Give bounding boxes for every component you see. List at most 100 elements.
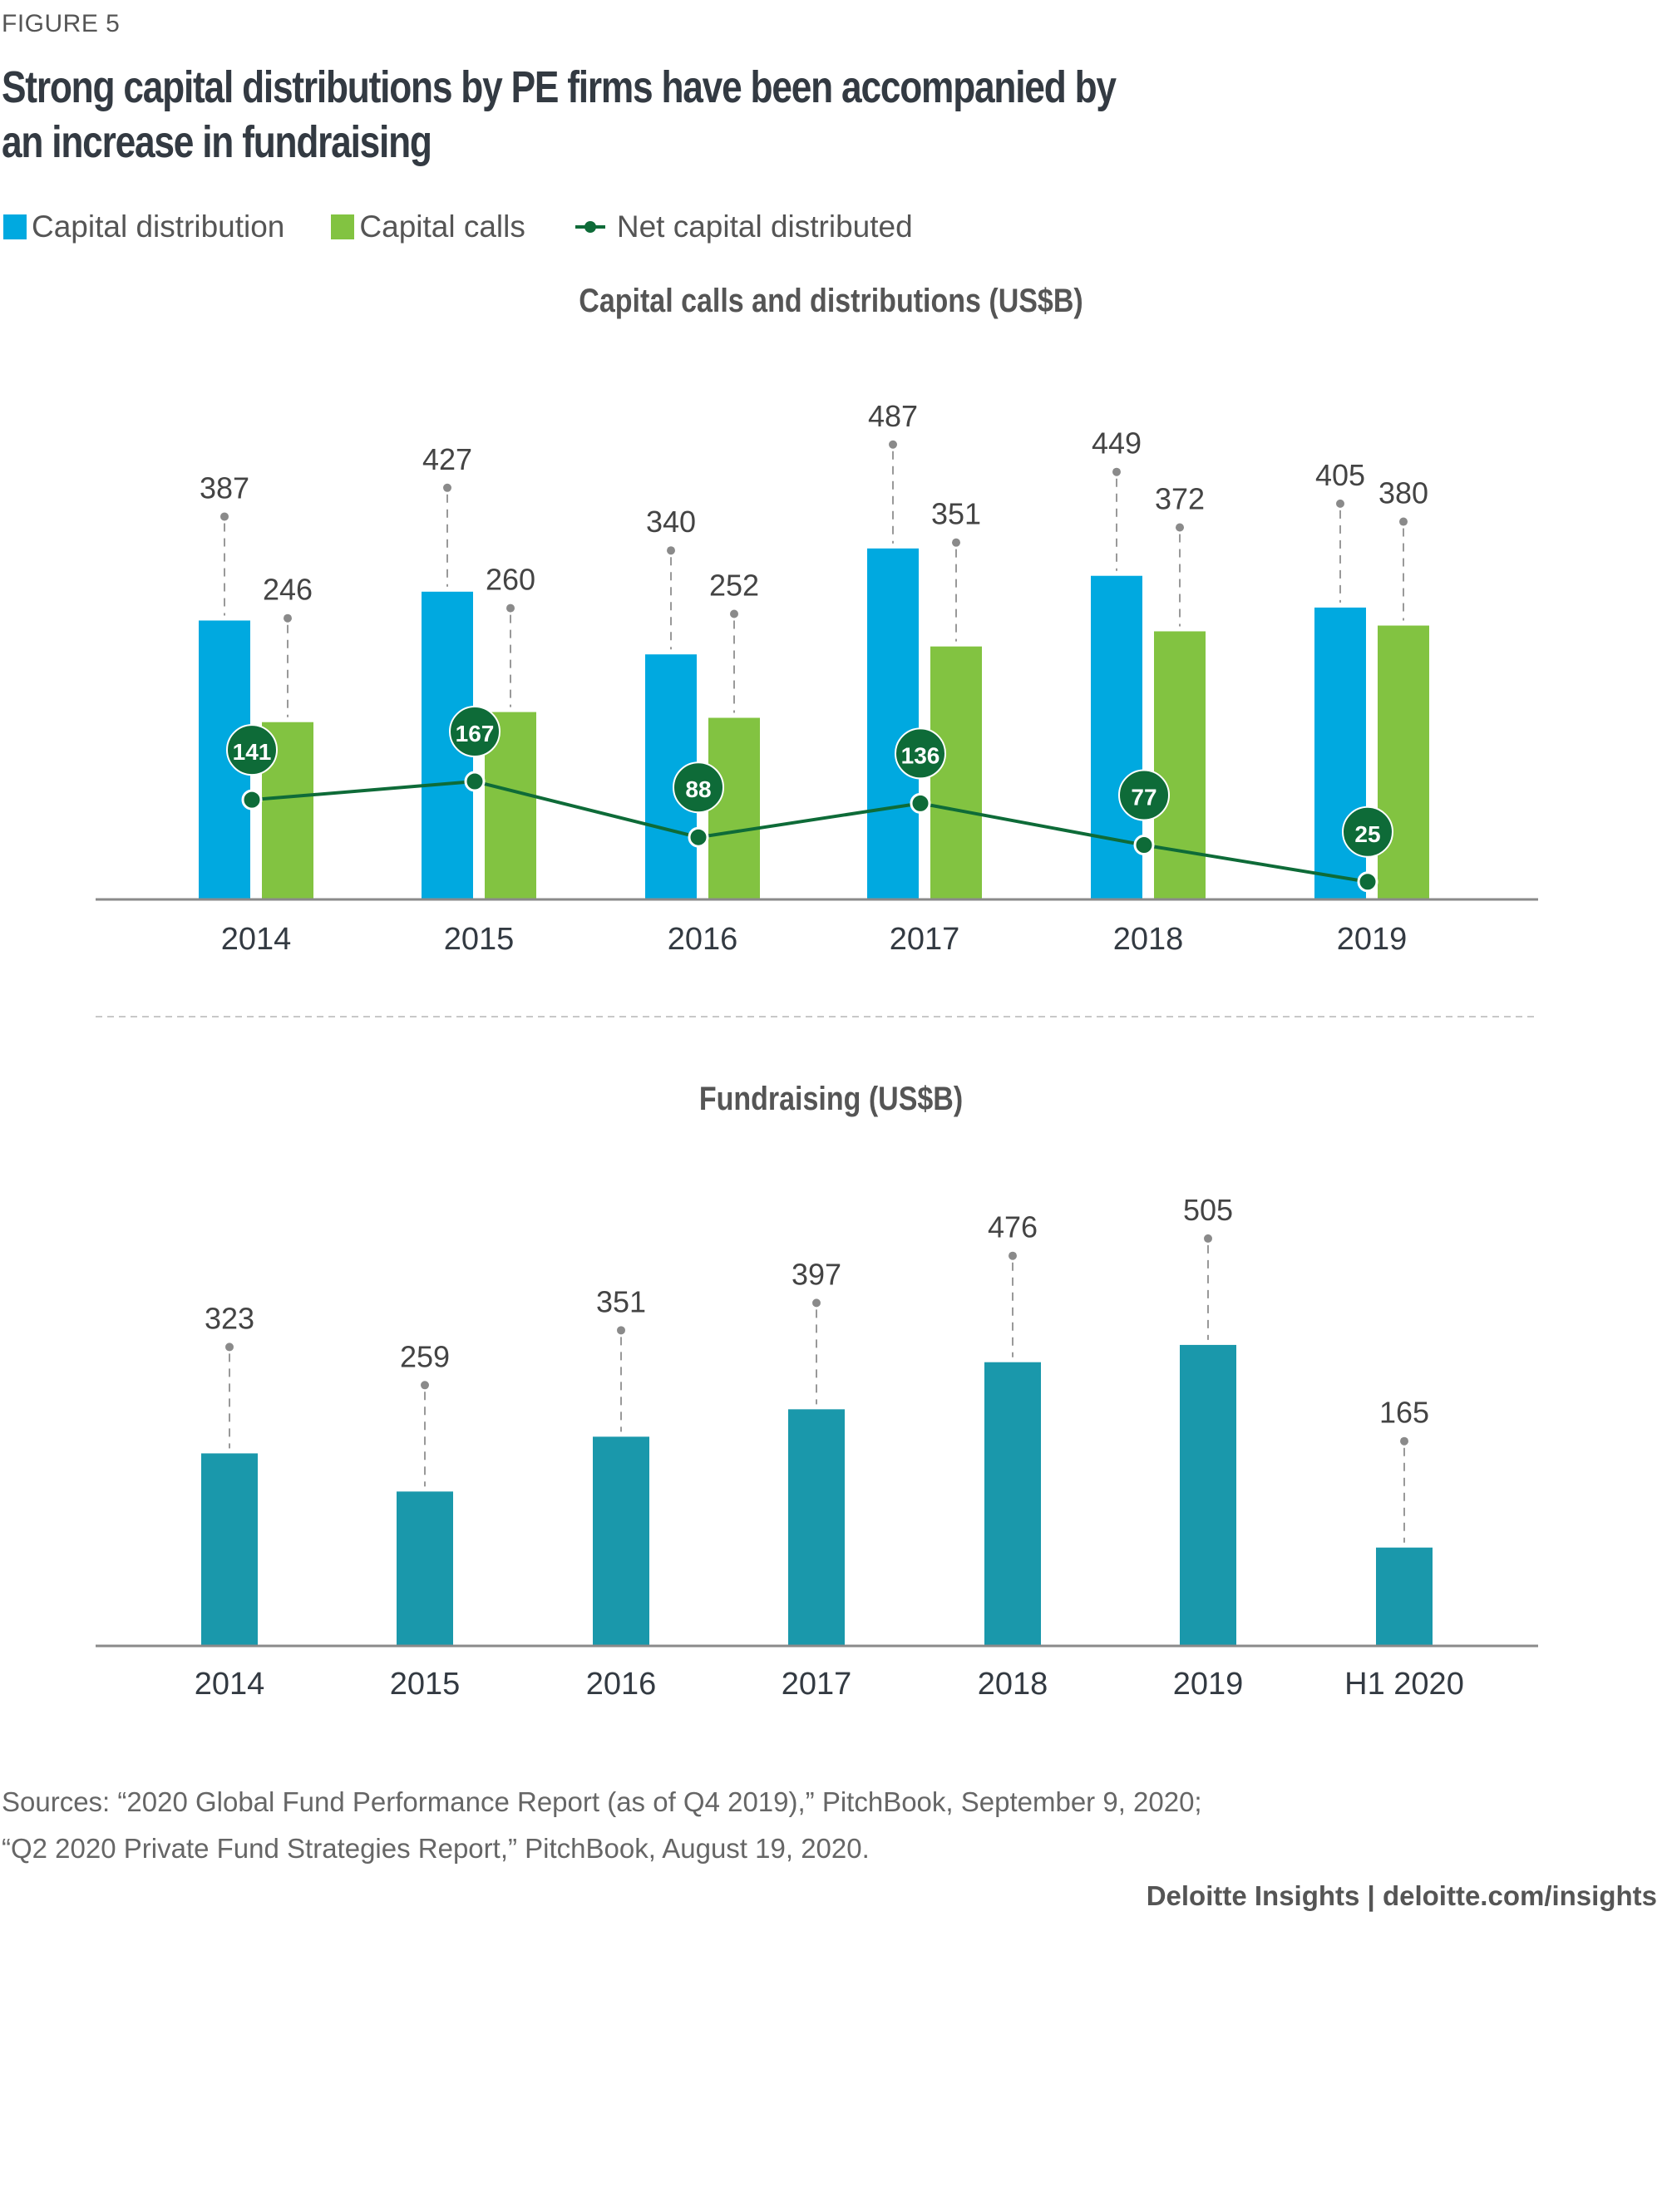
net-capital-value-label: 136 [901,742,940,768]
capital-calls-value-label: 372 [1155,481,1205,515]
net-capital-value-label: 141 [233,739,272,765]
bar-capital-calls [1378,625,1429,899]
capital-distribution-leader-dot [1336,499,1344,508]
capital-calls-leader-dot [952,538,960,547]
line-marker-icon [572,214,609,239]
bar-capital-distribution [867,548,919,899]
fundraising-value-label: 165 [1379,1396,1429,1430]
net-capital-point [1357,871,1378,893]
x-tick-label: 2017 [890,922,960,957]
credit: Deloitte Insights | deloitte.com/insight… [1146,1880,1657,1911]
capital-calls-leader-dot [284,613,292,623]
x-tick-label: 2015 [444,922,515,957]
capital-distribution-swatch [3,214,27,239]
fundraising-leader-dot [1009,1251,1017,1260]
net-capital-point [464,771,486,792]
bar-capital-distribution [1091,575,1142,899]
net-capital-badge [1118,769,1170,821]
legend-label: Capital calls [359,209,525,244]
net-capital-line [251,780,1369,884]
sources: Sources: “2020 Global Fund Performance R… [2,1779,1202,1872]
x-tick-label: 2014 [221,922,292,957]
capital-calls-value-label: 260 [486,563,535,597]
capital-distribution-value-label: 427 [422,442,472,476]
capital-distribution-leader-dot [443,483,451,492]
net-capital-badge [673,761,724,814]
fundraising-leader-dot [225,1342,234,1352]
bar-fundraising [201,1453,258,1646]
net-capital-point [910,792,931,814]
bar-fundraising [397,1491,453,1646]
figure-label: FIGURE 5 [2,10,121,37]
legend-item-capital-distribution: Capital distribution [3,209,284,244]
x-tick-label: 2016 [586,1667,657,1702]
bar-capital-calls [930,646,982,899]
capital-calls-swatch [331,214,355,239]
chart-title-calls-distributions: Capital calls and distributions (US$B) [579,283,1083,319]
bar-fundraising [788,1409,845,1646]
net-capital-value-label: 88 [685,776,711,802]
x-tick-label: 2019 [1337,922,1408,957]
net-capital-badge [1342,805,1393,858]
source-line: “Q2 2020 Private Fund Strategies Report,… [2,1833,870,1864]
legend: Capital distribution Capital calls Net c… [3,209,959,244]
capital-distribution-leader-dot [667,546,675,555]
capital-distribution-value-label: 340 [646,505,696,539]
x-tick-label: 2014 [195,1667,265,1702]
fundraising-value-label: 476 [988,1210,1038,1244]
capital-calls-value-label: 351 [931,497,981,531]
fundraising-leader-dot [1400,1436,1408,1446]
legend-label: Capital distribution [32,209,285,244]
legend-label: Net capital distributed [616,209,913,244]
net-capital-badge [895,727,946,780]
chart-title-fundraising: Fundraising (US$B) [698,1081,964,1117]
net-capital-point [1133,835,1155,856]
net-capital-point [688,826,709,848]
bar-fundraising [984,1362,1041,1646]
x-tick-label: 2016 [668,922,738,957]
x-tick-label: H1 2020 [1344,1667,1464,1702]
net-capital-value-label: 25 [1354,821,1380,847]
fundraising-leader-dot [1204,1234,1212,1243]
x-tick-label: 2017 [782,1667,852,1702]
bar-fundraising [1376,1547,1433,1646]
fundraising-value-label: 397 [792,1257,841,1291]
bar-capital-calls [1154,631,1206,899]
fundraising-value-label: 259 [400,1339,450,1373]
x-tick-label: 2018 [1113,922,1184,957]
capital-calls-value-label: 380 [1378,476,1428,510]
x-tick-label: 2019 [1173,1667,1244,1702]
capital-distribution-value-label: 487 [868,399,918,433]
capital-calls-leader-dot [1176,523,1184,532]
bar-fundraising [593,1436,649,1646]
fundraising-value-label: 351 [596,1284,646,1318]
capital-distribution-leader-dot [1112,467,1121,476]
net-capital-badge [226,724,278,776]
x-tick-label: 2015 [390,1667,461,1702]
figure-title: Strong capital distributions by PE firms… [2,62,1117,167]
fundraising-value-label: 505 [1183,1193,1233,1227]
capital-calls-leader-dot [506,603,515,613]
fundraising-value-label: 323 [205,1301,254,1335]
net-capital-value-label: 167 [456,721,495,746]
fundraising-leader-dot [812,1298,821,1308]
source-line: Sources: “2020 Global Fund Performance R… [2,1786,1202,1817]
legend-item-capital-calls: Capital calls [331,209,525,244]
capital-distribution-leader-dot [220,512,229,521]
capital-calls-value-label: 252 [709,569,759,603]
net-capital-point [241,789,263,810]
net-capital-badge [449,706,501,758]
bar-fundraising [1180,1344,1236,1646]
capital-calls-value-label: 246 [263,573,313,607]
capital-calls-leader-dot [1399,517,1408,526]
x-tick-label: 2018 [978,1667,1048,1702]
legend-item-net-capital: Net capital distributed [572,209,913,244]
fundraising-leader-dot [617,1326,625,1335]
capital-distribution-leader-dot [889,440,897,449]
net-capital-value-label: 77 [1131,785,1156,810]
capital-calls-leader-dot [730,609,738,618]
bar-capital-calls [708,717,760,899]
capital-distribution-value-label: 387 [200,470,249,505]
capital-distribution-value-label: 449 [1092,426,1142,461]
